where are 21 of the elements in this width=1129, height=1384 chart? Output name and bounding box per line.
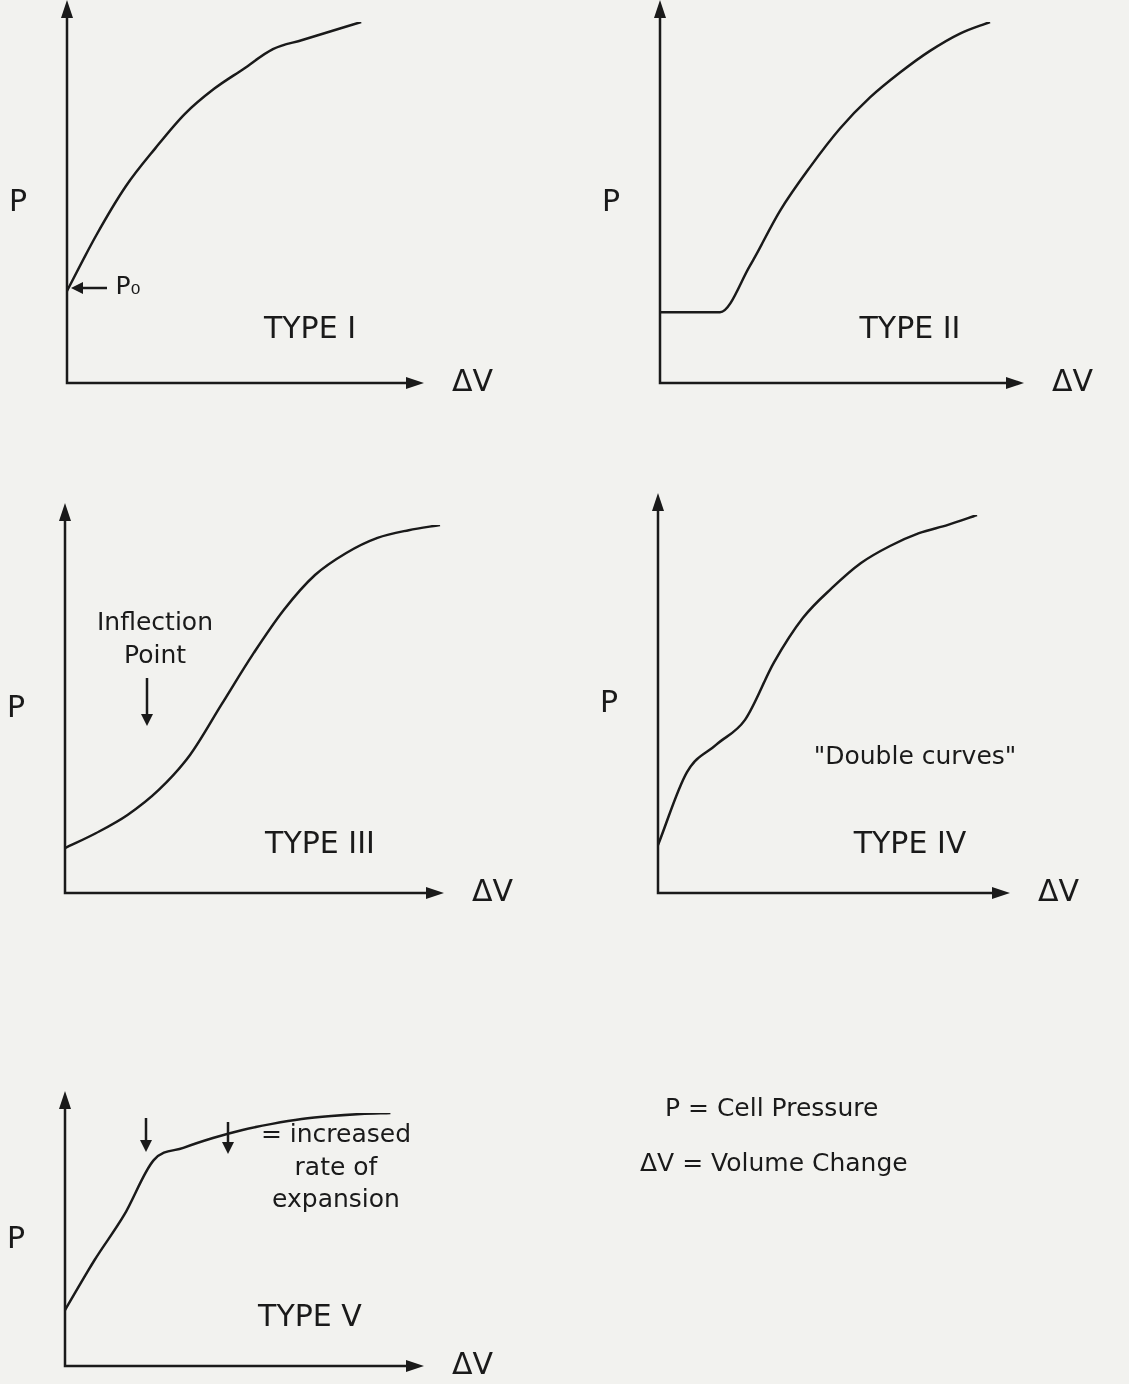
y-axis-title: P [600,684,619,719]
annotation: P₀ [114,270,142,302]
annotation: Inflection Point [96,606,214,671]
annotation: = increased rate of expansion [259,1118,413,1215]
annotation: TYPE I [262,309,358,347]
annotation: TYPE IV [852,824,968,862]
text: ΔV = Volume Change [640,1147,909,1179]
text: P = Cell Pressure [664,1092,880,1124]
annotation: TYPE V [257,1297,363,1335]
y-axis-title: P [602,182,621,218]
annotation: TYPE III [264,824,376,862]
x-axis-title: ΔV [1052,363,1094,398]
x-axis-title: ΔV [1038,873,1080,908]
annotation: TYPE II [858,309,962,347]
y-axis-title: P [7,689,26,724]
x-axis-title: ΔV [452,1346,494,1381]
x-axis-title: ΔV [472,873,514,908]
y-axis-title: P [9,182,28,218]
x-axis-title: ΔV [452,363,494,398]
y-axis-title: P [7,1219,26,1255]
annotation: "Double curves" [812,740,1018,772]
